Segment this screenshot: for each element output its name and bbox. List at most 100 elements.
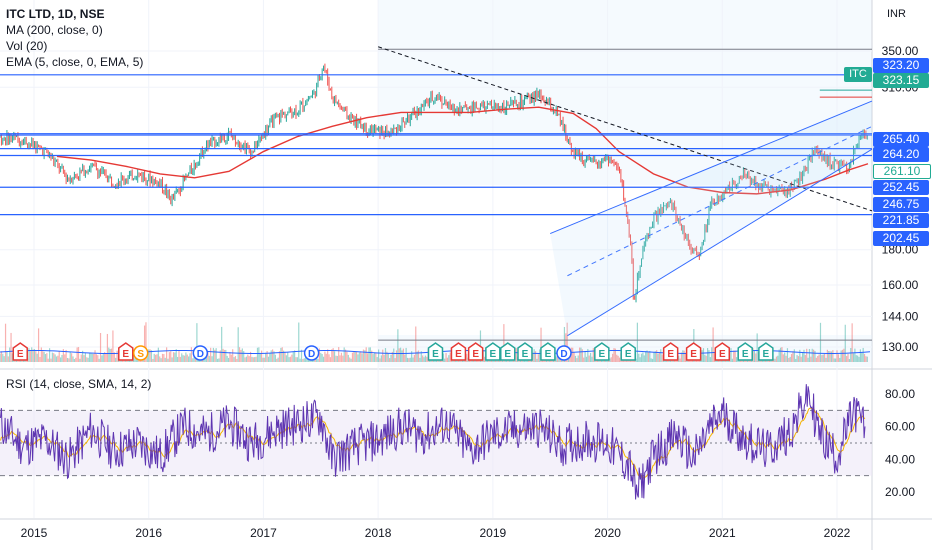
volume-bar: [267, 356, 270, 362]
volume-bar: [653, 352, 655, 362]
volume-bar: [331, 349, 333, 362]
volume-bar: [841, 349, 844, 362]
marker-letter: E: [432, 349, 439, 360]
volume-bar: [0, 351, 3, 362]
rsi-legend[interactable]: RSI (14, close, SMA, 14, 2): [6, 377, 152, 391]
volume-bar: [821, 355, 823, 362]
volume-bar: [168, 352, 170, 362]
volume-bar: [851, 323, 853, 362]
volume-bar: [7, 356, 9, 362]
volume-bar: [361, 353, 363, 362]
volume-bar: [219, 350, 221, 362]
volume-bar: [448, 355, 450, 362]
volume-bar: [61, 354, 63, 362]
volume-bar: [274, 354, 276, 362]
volume-bar: [733, 350, 735, 362]
volume-bar: [66, 357, 69, 362]
volume-bar: [584, 351, 586, 362]
ema-legend[interactable]: EMA (5, close, 0, EMA, 5): [6, 55, 144, 69]
volume-bar: [287, 352, 289, 362]
marker-letter: E: [667, 349, 674, 360]
volume-bar: [614, 348, 616, 362]
volume-bar: [774, 358, 776, 362]
volume-bar: [189, 353, 191, 362]
volume-bar: [712, 327, 714, 362]
highlight-zone: [378, 0, 872, 185]
currency-label: INR: [887, 8, 906, 20]
volume-bar: [159, 356, 161, 362]
volume-bar: [773, 358, 775, 362]
volume-bar: [406, 357, 409, 362]
volume-bar: [503, 324, 505, 362]
volume-bar: [193, 354, 195, 362]
volume-bar: [205, 353, 208, 362]
volume-bar: [277, 357, 279, 362]
volume-bar: [106, 333, 109, 362]
volume-bar: [244, 357, 246, 362]
volume-bar: [188, 356, 190, 362]
vol-legend[interactable]: Vol (20): [6, 39, 48, 53]
volume-bar: [64, 354, 66, 362]
volume-bar: [818, 354, 820, 362]
volume-bar: [354, 351, 356, 362]
volume-bar: [31, 347, 33, 362]
volume-bar: [661, 354, 663, 362]
volume-bar: [383, 354, 385, 362]
volume-bar: [211, 356, 213, 362]
volume-bar: [581, 349, 583, 362]
volume-bar: [640, 353, 643, 362]
volume-bar: [583, 357, 585, 362]
volume-bar: [412, 357, 414, 362]
volume-bar: [844, 324, 846, 362]
earnings-marker: [427, 342, 444, 361]
volume-bar: [389, 358, 391, 362]
year-tick-label: 2015: [21, 526, 48, 540]
volume-bar: [735, 357, 738, 362]
volume-bar: [265, 352, 267, 362]
volume-bar: [320, 352, 322, 362]
volume-bar: [9, 347, 11, 362]
volume-bar: [848, 358, 850, 362]
volume-bar: [660, 349, 662, 362]
volume-bar: [609, 358, 611, 362]
volume-bar: [566, 322, 568, 362]
volume-bar: [865, 356, 867, 362]
volume-bar: [616, 354, 618, 362]
volume-bar: [79, 358, 81, 362]
volume-bar: [68, 358, 70, 362]
rsi-tick-label: 80.00: [885, 387, 915, 401]
volume-bar: [563, 326, 566, 362]
volume-bar: [350, 358, 352, 362]
earnings-marker: [467, 342, 484, 361]
volume-bar: [398, 348, 400, 362]
volume-bar: [91, 353, 93, 362]
volume-bar: [154, 354, 157, 362]
volume-bar: [826, 349, 828, 362]
volume-bar: [863, 353, 866, 362]
volume-bar: [230, 354, 232, 362]
volume-bar: [215, 348, 217, 362]
volume-bar: [99, 332, 102, 362]
channel-fill: [550, 101, 872, 336]
volume-bar: [325, 353, 327, 362]
volume-bar: [260, 350, 263, 362]
volume-bar: [298, 322, 300, 362]
descending-trendline: [377, 46, 873, 212]
volume-bar: [683, 350, 685, 362]
volume-bar: [216, 358, 219, 362]
volume-bar: [62, 349, 64, 362]
volume-bar: [247, 354, 249, 362]
volume-bar: [411, 351, 413, 362]
volume-bar: [777, 355, 779, 362]
volume-bar: [534, 351, 537, 362]
volume-bar: [221, 326, 223, 362]
ma-legend[interactable]: MA (200, close, 0): [6, 23, 103, 37]
volume-bar: [143, 325, 146, 362]
earnings-marker: [500, 342, 516, 361]
volume-bar: [0, 353, 1, 362]
volume-bar: [71, 353, 73, 362]
volume-bar: [646, 350, 648, 362]
rsi-tick-label: 20.00: [885, 485, 915, 499]
volume-bar: [592, 348, 594, 362]
